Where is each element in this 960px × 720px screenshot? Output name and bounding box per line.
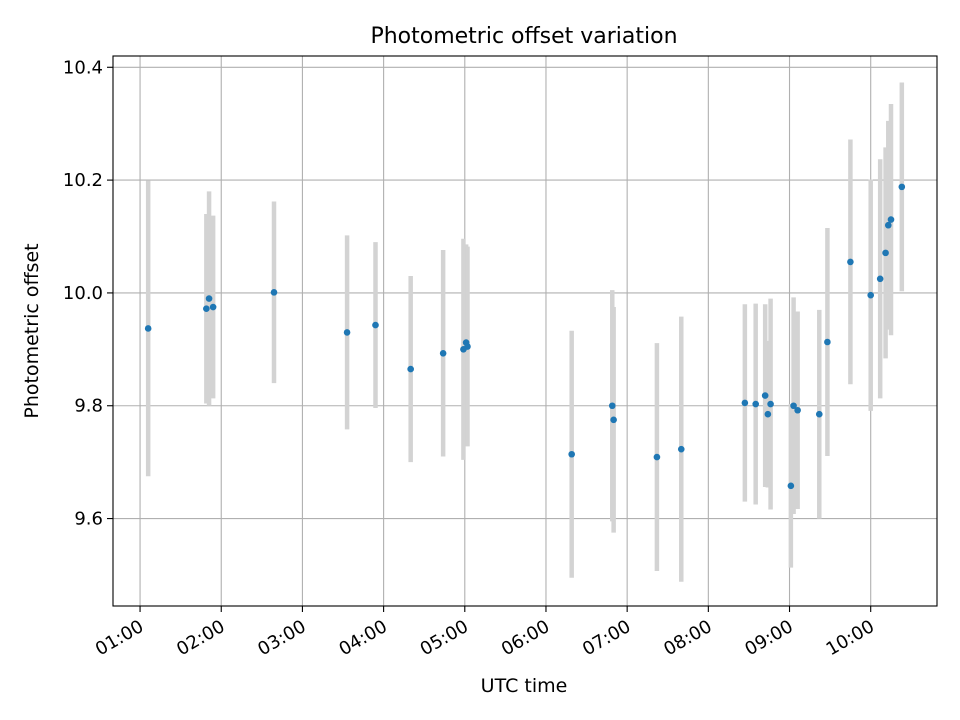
data-point (884, 221, 892, 229)
data-point (882, 249, 889, 257)
error-bars (145, 82, 905, 582)
data-point (847, 258, 854, 266)
data-point (610, 416, 617, 424)
x-tick-label: 05:00 (417, 616, 472, 660)
data-point (787, 482, 795, 490)
data-point (677, 445, 685, 453)
data-point (876, 275, 884, 283)
data-point (824, 338, 831, 346)
y-tick-label: 9.6 (74, 509, 103, 530)
x-tick-label: 02:00 (173, 616, 228, 660)
x-tick-label: 08:00 (660, 616, 715, 660)
data-point (608, 402, 616, 410)
x-tick-label: 07:00 (579, 616, 634, 660)
x-tick-label: 09:00 (741, 616, 796, 660)
y-tick-label: 10.0 (63, 283, 103, 304)
data-point (752, 400, 759, 408)
data-point (741, 399, 749, 407)
data-point (343, 329, 351, 336)
y-tick-label: 9.8 (74, 396, 103, 417)
x-axis-ticks: 01:00 02:00 03:00 04:00 05:00 06:00 07:00 08:00… (92, 606, 878, 660)
data-point (815, 410, 823, 418)
data-point (767, 400, 774, 408)
y-tick-label: 10.4 (63, 57, 103, 78)
data-point (209, 303, 217, 311)
x-tick-label: 03:00 (254, 616, 309, 660)
x-tick-label: 06:00 (498, 616, 553, 660)
data-point (887, 216, 895, 223)
data-point (898, 183, 906, 191)
data-point (867, 291, 875, 299)
data-point (144, 325, 152, 332)
x-tick-label: 01:00 (92, 616, 147, 660)
data-point (205, 295, 213, 302)
data-point (203, 305, 210, 313)
data-point (439, 349, 447, 357)
data-point (653, 453, 661, 461)
y-axis-label: Photometric offset (21, 243, 43, 418)
data-points (144, 183, 906, 490)
data-point (764, 410, 772, 418)
data-point (790, 402, 797, 410)
data-point (372, 321, 379, 329)
data-point (270, 289, 278, 296)
x-tick-label: 04:00 (335, 616, 390, 660)
data-point (761, 392, 769, 399)
data-point (568, 450, 575, 458)
y-axis-ticks: 9.6 9.8 10.0 10.2 10.4 (63, 57, 113, 530)
plot-frame (112, 55, 938, 607)
chart-title: Photometric offset variation (370, 24, 677, 49)
data-point (464, 343, 471, 350)
x-axis-label: UTC time (481, 675, 568, 697)
x-tick-label: 10:00 (823, 616, 878, 660)
grid-lines (113, 56, 937, 606)
data-point (794, 406, 801, 414)
y-tick-label: 10.2 (63, 170, 103, 191)
data-point (407, 365, 414, 373)
